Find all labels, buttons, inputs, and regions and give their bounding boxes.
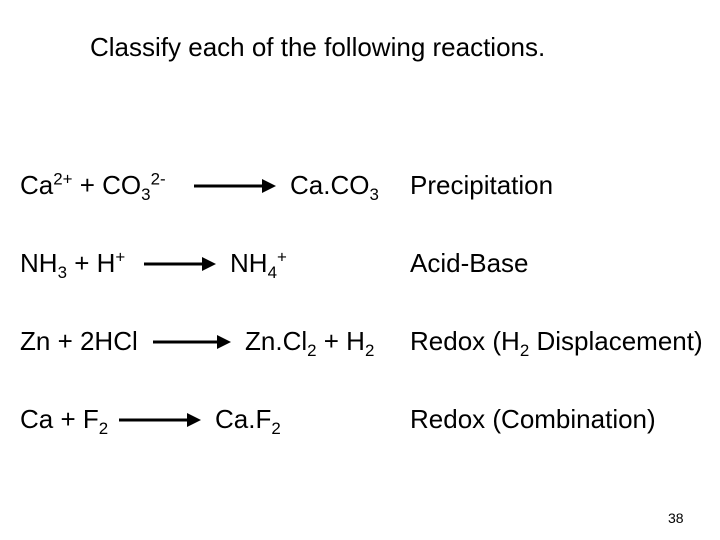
arrow-icon [119,413,201,427]
slide-title: Classify each of the following reactions… [90,32,545,63]
reaction-3-lhs: Zn + 2HCl [20,326,138,357]
reaction-1-classification: Precipitation [410,170,553,201]
page-number: 38 [668,510,684,526]
reaction-3-classification: Redox (H2 Displacement) [410,326,703,357]
reaction-4-classification: Redox (Combination) [410,404,656,435]
reaction-1-rhs: Ca.CO3 [290,170,379,201]
reaction-4-lhs: Ca + F2 [20,404,108,435]
reaction-1-lhs: Ca2+ + CO32- [20,170,166,201]
arrow-icon [144,257,216,271]
arrow-icon [194,179,276,193]
reaction-4-rhs: Ca.F2 [215,404,281,435]
reaction-3-rhs: Zn.Cl2 + H2 [245,326,374,357]
reaction-2-classification: Acid-Base [410,248,529,279]
arrow-icon [153,335,231,349]
reaction-2-lhs: NH3 + H+ [20,248,125,279]
reaction-2-rhs: NH4+ [230,248,287,279]
